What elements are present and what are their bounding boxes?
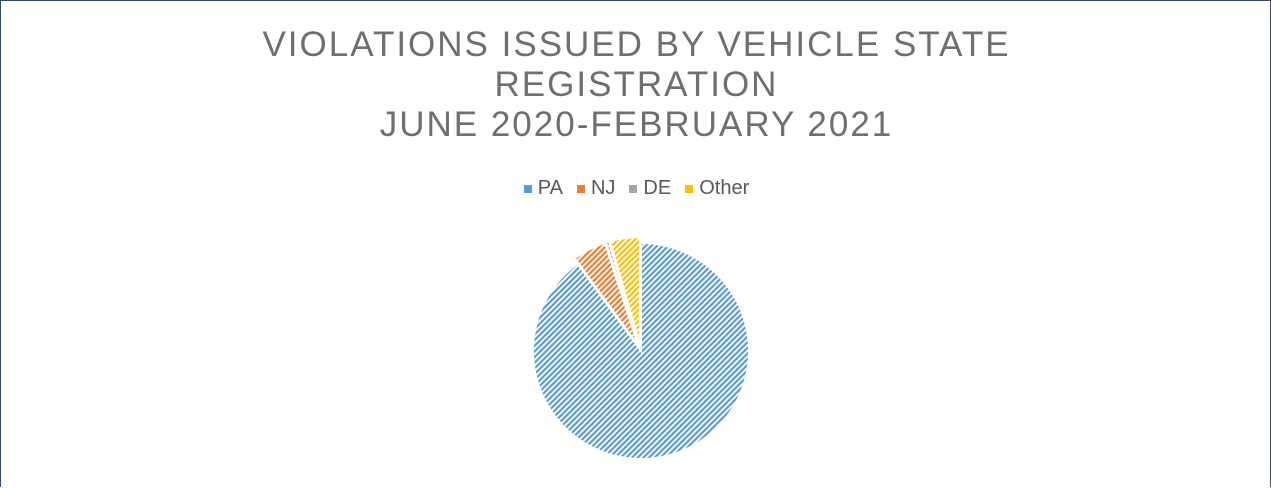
legend-label: Other bbox=[699, 177, 750, 199]
pie-slice bbox=[573, 241, 640, 347]
pie-slice bbox=[532, 241, 750, 460]
legend-swatch bbox=[576, 184, 585, 193]
legend-entry: PA bbox=[523, 177, 563, 200]
legend-label: PA bbox=[537, 177, 563, 199]
legend-entry: DE bbox=[629, 177, 671, 200]
legend-label: NJ bbox=[590, 177, 616, 199]
chart-title: VIOLATIONS ISSUED BY VEHICLE STATE REGIS… bbox=[262, 25, 1011, 104]
pie-slice bbox=[608, 236, 642, 346]
legend-swatch bbox=[523, 184, 532, 193]
chart-subtitle: JUNE 2020-FEBRUARY 2021 bbox=[379, 105, 894, 144]
legend-entry: NJ bbox=[576, 177, 616, 200]
legend-swatch bbox=[629, 184, 638, 193]
legend-swatch bbox=[685, 184, 694, 193]
legend-label: DE bbox=[643, 177, 672, 199]
titles: VIOLATIONS ISSUED BY VEHICLE STATE REGIS… bbox=[1, 25, 1271, 145]
legend: PA NJ DE Other bbox=[1, 177, 1271, 200]
legend-entry: Other bbox=[685, 177, 749, 200]
